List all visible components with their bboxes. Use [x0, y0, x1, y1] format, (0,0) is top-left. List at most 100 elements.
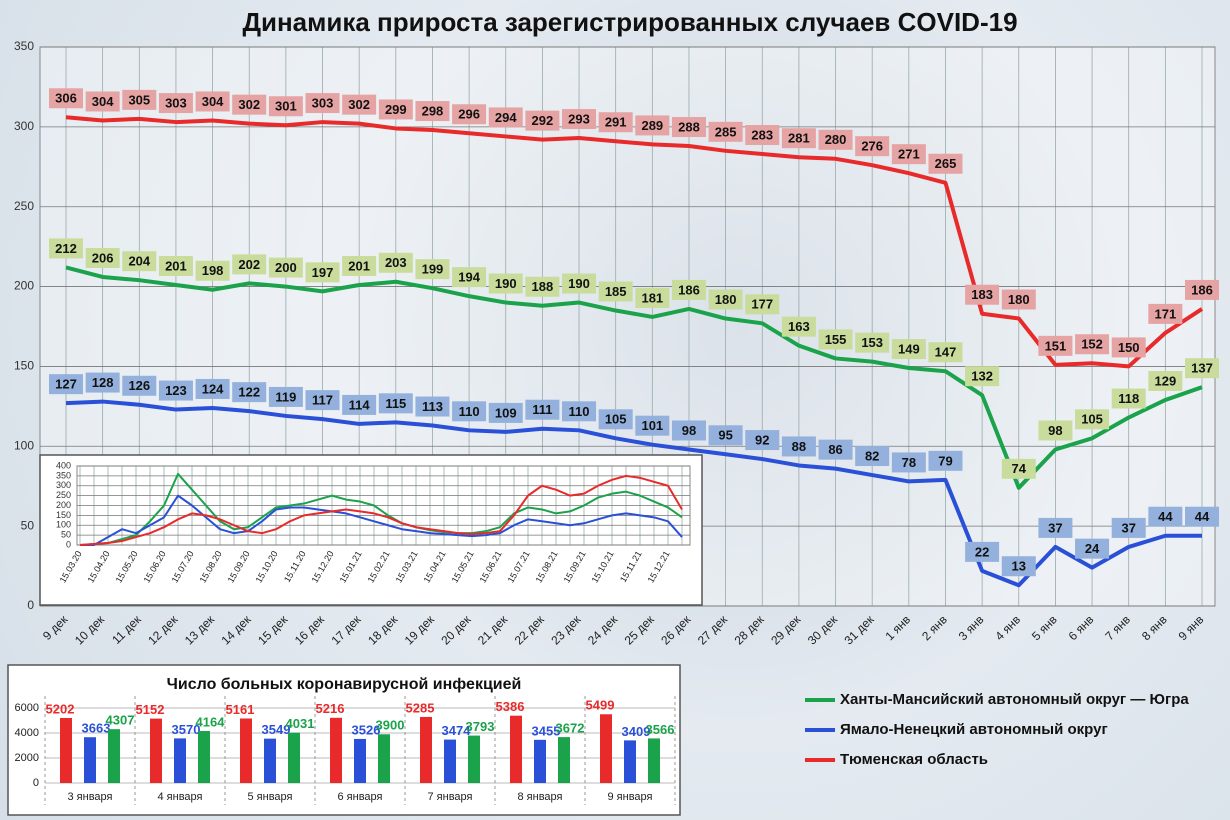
bar: [108, 729, 120, 783]
data-label-box: [671, 279, 706, 300]
data-label: 301: [275, 99, 297, 114]
data-label-box: [635, 415, 670, 436]
data-label-box: [562, 273, 597, 294]
x-tick-label: 7 января: [428, 791, 473, 803]
data-label: 44: [1158, 509, 1173, 524]
data-label-box: [781, 316, 816, 337]
data-label-box: [342, 394, 377, 415]
y-tick-label: 300: [56, 480, 71, 490]
y-tick-label: 250: [14, 199, 34, 213]
x-tick-label: 21 дек: [475, 612, 511, 648]
data-label-box: [1148, 506, 1183, 527]
data-label-box: [415, 101, 450, 122]
x-tick-label: 3 января: [68, 791, 113, 803]
data-label-box: [415, 259, 450, 280]
data-label: 124: [202, 381, 224, 396]
x-tick-label: 23 дек: [548, 612, 584, 648]
data-label: 3663: [82, 721, 111, 736]
data-label: 3793: [466, 719, 495, 734]
data-label: 163: [788, 319, 810, 334]
data-label: 155: [825, 332, 847, 347]
y-tick-label: 4000: [15, 727, 39, 739]
data-label-box: [745, 125, 780, 146]
data-label-box: [525, 276, 560, 297]
data-label-box: [671, 117, 706, 138]
data-label: 113: [422, 399, 443, 414]
data-label: 5202: [46, 701, 75, 716]
data-label: 3549: [262, 722, 291, 737]
data-label-box: [158, 255, 193, 276]
data-label: 44: [1195, 509, 1210, 524]
data-label-box: [708, 121, 743, 142]
data-label: 212: [55, 241, 77, 256]
data-label-box: [268, 386, 303, 407]
data-label: 4164: [196, 714, 226, 729]
bar: [288, 732, 300, 783]
data-label-box: [562, 401, 597, 422]
data-label: 37: [1121, 520, 1135, 535]
data-label: 86: [828, 442, 842, 457]
data-label: 294: [495, 110, 517, 125]
data-label-box: [1001, 289, 1036, 310]
data-label-box: [85, 91, 120, 112]
data-label-box: [745, 294, 780, 315]
data-label: 283: [751, 127, 773, 142]
data-label: 74: [1012, 461, 1027, 476]
data-label-box: [928, 450, 963, 471]
data-label-box: [965, 366, 1000, 387]
data-label-box: [1185, 506, 1219, 527]
data-label-box: [1075, 409, 1110, 430]
data-label: 128: [92, 375, 114, 390]
data-label-box: [598, 112, 633, 133]
data-label-box: [891, 339, 926, 360]
x-tick-label: 11 дек: [109, 612, 144, 647]
data-label: 194: [458, 270, 480, 285]
data-label-box: [818, 329, 853, 350]
bar: [60, 717, 72, 783]
bar-chart-title: Число больных коронавирусной инфекцией: [167, 676, 522, 693]
data-label-box: [855, 332, 890, 353]
data-label: 127: [55, 377, 77, 392]
data-label-box: [745, 430, 780, 451]
data-label: 292: [532, 113, 554, 128]
data-label-box: [1185, 358, 1219, 379]
data-label: 296: [458, 107, 480, 122]
data-label-box: [378, 99, 413, 120]
data-label: 183: [971, 287, 993, 302]
data-label: 5499: [586, 698, 615, 713]
data-label: 271: [898, 147, 920, 162]
data-label: 204: [128, 254, 150, 269]
data-label-box: [781, 436, 816, 457]
data-label: 200: [275, 260, 297, 275]
y-tick-label: 50: [61, 530, 71, 540]
data-label: 88: [792, 439, 806, 454]
data-label: 105: [1081, 412, 1103, 427]
bar: [240, 718, 252, 783]
data-label: 129: [1155, 373, 1177, 388]
x-tick-label: 29 дек: [768, 612, 804, 648]
bar: [600, 714, 612, 783]
x-tick-label: 13 дек: [182, 612, 218, 648]
x-tick-label: 26 дек: [658, 612, 694, 648]
x-tick-label: 24 дек: [585, 612, 621, 648]
data-label: 117: [312, 393, 333, 408]
y-tick-label: 0: [66, 539, 71, 549]
data-label: 171: [1155, 306, 1177, 321]
data-label: 3566: [646, 722, 675, 737]
x-tick-label: 7 янв: [1102, 612, 1133, 643]
data-label: 197: [312, 265, 334, 280]
data-label-box: [562, 109, 597, 130]
data-label: 299: [385, 102, 407, 117]
data-label: 126: [128, 378, 150, 393]
data-label: 180: [1008, 292, 1030, 307]
data-label: 203: [385, 255, 407, 270]
data-label: 119: [275, 389, 296, 404]
bar: [468, 735, 480, 783]
data-label-box: [488, 402, 523, 423]
data-label: 3409: [622, 724, 651, 739]
y-tick-label: 300: [14, 119, 34, 133]
data-label-box: [1038, 335, 1073, 356]
data-label-box: [452, 401, 487, 422]
x-tick-label: 31 дек: [841, 612, 877, 648]
